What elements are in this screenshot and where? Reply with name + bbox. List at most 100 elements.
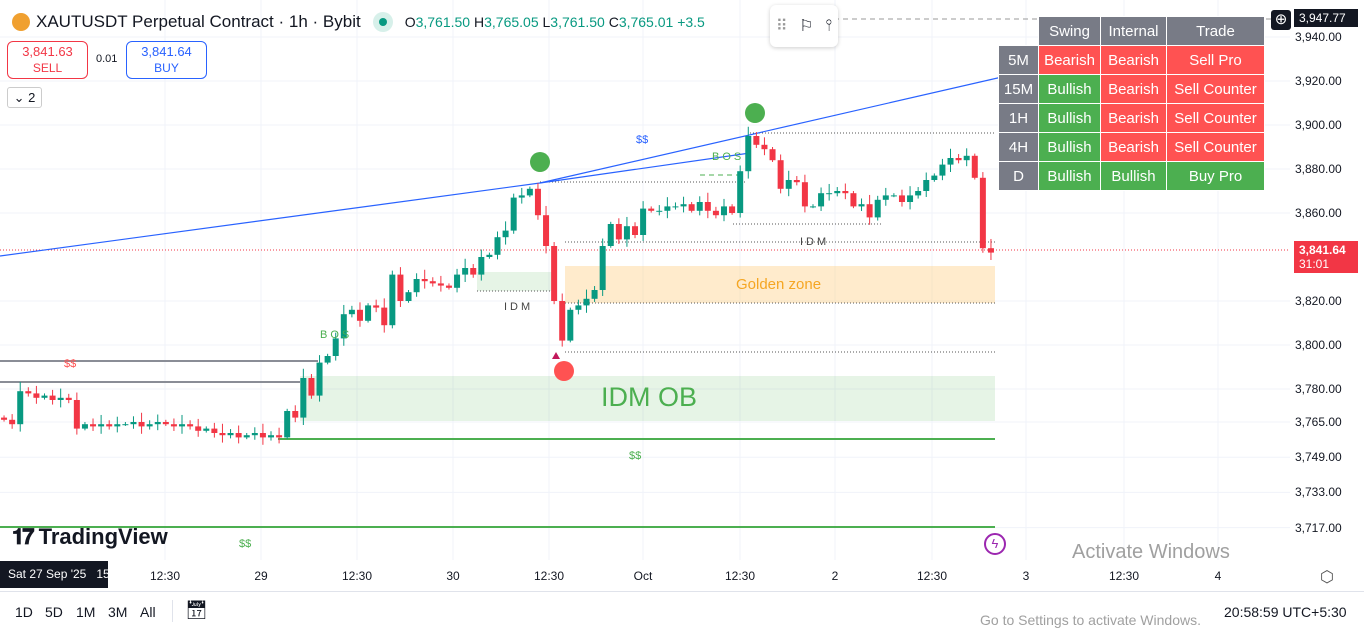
trendline[interactable] bbox=[539, 73, 1016, 184]
candle-body bbox=[486, 254, 493, 257]
candle-body bbox=[526, 188, 533, 196]
floating-toolbar[interactable]: ⠿ ⚐ ⫯ bbox=[770, 5, 838, 47]
time-tick: 29 bbox=[254, 569, 268, 583]
time-tick: 12:30 bbox=[1108, 569, 1140, 583]
liquidity-label: $$ bbox=[64, 358, 77, 370]
time-tick: 3 bbox=[1022, 569, 1030, 583]
candle bbox=[389, 270, 396, 329]
candle bbox=[526, 186, 533, 198]
idm-zone bbox=[477, 272, 555, 291]
candle-body bbox=[397, 274, 404, 301]
lightning-alert-icon[interactable]: ϟ bbox=[984, 533, 1006, 555]
candle-body bbox=[332, 338, 339, 356]
candle-body bbox=[866, 204, 873, 218]
candle bbox=[518, 187, 525, 204]
candle bbox=[971, 153, 978, 180]
candle-body bbox=[227, 433, 234, 436]
price-tick: 3,765.00 bbox=[1295, 415, 1342, 429]
candle bbox=[656, 205, 663, 216]
candle bbox=[931, 173, 938, 182]
candle bbox=[114, 416, 121, 433]
candle bbox=[591, 286, 598, 302]
candle bbox=[745, 126, 752, 179]
candle bbox=[898, 189, 905, 207]
candle-body bbox=[599, 246, 606, 290]
buy-button[interactable]: 3,841.64 BUY bbox=[126, 41, 207, 79]
time-tick: 12:30 bbox=[341, 569, 373, 583]
candle bbox=[737, 165, 744, 218]
sell-button[interactable]: 3,841.63 SELL bbox=[7, 41, 88, 79]
time-tick: 12:30 bbox=[149, 569, 181, 583]
idm-label: IDM bbox=[504, 301, 534, 313]
candle-body bbox=[842, 191, 849, 194]
candle-body bbox=[882, 195, 889, 200]
candle bbox=[332, 332, 339, 361]
candle bbox=[494, 231, 501, 260]
candle-body bbox=[267, 435, 274, 438]
candle-body bbox=[551, 246, 558, 301]
price-tick: 3,880.00 bbox=[1295, 162, 1342, 176]
candle bbox=[688, 202, 695, 213]
drag-handle-icon[interactable]: ⠿ bbox=[775, 18, 788, 35]
candle bbox=[470, 264, 477, 278]
price-tick: 3,800.00 bbox=[1295, 338, 1342, 352]
indicators-toggle-button[interactable]: ⌄ 2 bbox=[7, 87, 42, 108]
candle-body bbox=[462, 268, 469, 275]
candle-body bbox=[130, 422, 137, 425]
candle-body bbox=[324, 356, 331, 363]
add-plus-icon[interactable]: ⊕ bbox=[1271, 10, 1291, 30]
candle bbox=[462, 258, 469, 282]
candle bbox=[842, 183, 849, 200]
clock-timezone[interactable]: 20:58:59 UTC+5:30 bbox=[1224, 604, 1347, 620]
pin-icon[interactable]: ⫯ bbox=[825, 17, 833, 34]
candle-body bbox=[106, 424, 113, 427]
range-3m-button[interactable]: 3M bbox=[108, 604, 128, 620]
price-chart[interactable] bbox=[0, 0, 1290, 560]
candle-body bbox=[502, 230, 509, 238]
candle-body bbox=[292, 411, 299, 418]
symbol-header[interactable]: XAUTUSDT Perpetual Contract · 1h · Bybit… bbox=[12, 12, 705, 32]
candle bbox=[413, 273, 420, 297]
candle bbox=[890, 193, 897, 198]
liquidity-label: $$ bbox=[629, 450, 642, 462]
time-tick: 12:30 bbox=[533, 569, 565, 583]
candle-body bbox=[57, 397, 64, 400]
candle bbox=[90, 418, 97, 431]
candle bbox=[575, 299, 582, 315]
candle-body bbox=[915, 191, 922, 196]
candle-body bbox=[162, 422, 169, 425]
candle-body bbox=[65, 397, 72, 400]
candle bbox=[769, 147, 776, 162]
tradingview-logo[interactable]: 𝟏𝟕 TradingView bbox=[12, 524, 168, 549]
candle bbox=[543, 205, 550, 254]
price-tick: 3,717.00 bbox=[1295, 520, 1342, 535]
candle bbox=[826, 183, 833, 201]
market-status-icon[interactable] bbox=[372, 12, 393, 32]
calendar-goto-icon[interactable]: 📅︎ bbox=[185, 600, 208, 620]
candle-body bbox=[648, 208, 655, 211]
range-1d-button[interactable]: 1D bbox=[15, 604, 33, 620]
candle-body bbox=[308, 378, 315, 396]
candle bbox=[648, 206, 655, 213]
table-row: 4H Bullish Bearish Sell Counter bbox=[998, 132, 1265, 162]
trendline[interactable] bbox=[0, 182, 541, 257]
flag-icon[interactable]: ⚐ bbox=[799, 18, 814, 35]
candle-body bbox=[470, 268, 477, 275]
time-tick: 12:30 bbox=[724, 569, 756, 583]
candle bbox=[130, 416, 137, 429]
candle-body bbox=[389, 274, 396, 326]
candle bbox=[316, 355, 323, 402]
candle bbox=[809, 204, 816, 209]
candle-body bbox=[688, 204, 695, 211]
candle-body bbox=[737, 171, 744, 213]
candle-body bbox=[405, 292, 412, 301]
range-1m-button[interactable]: 1M bbox=[76, 604, 96, 620]
candle bbox=[41, 393, 48, 400]
trendline[interactable] bbox=[539, 152, 751, 184]
liquidity-label: $$ bbox=[239, 538, 252, 550]
candle bbox=[551, 242, 558, 305]
range-all-button[interactable]: All bbox=[140, 604, 156, 620]
range-5d-button[interactable]: 5D bbox=[45, 604, 63, 620]
settings-icon[interactable]: ⬡ bbox=[1320, 569, 1334, 586]
symbol-title[interactable]: XAUTUSDT Perpetual Contract · 1h · Bybit bbox=[36, 12, 361, 31]
